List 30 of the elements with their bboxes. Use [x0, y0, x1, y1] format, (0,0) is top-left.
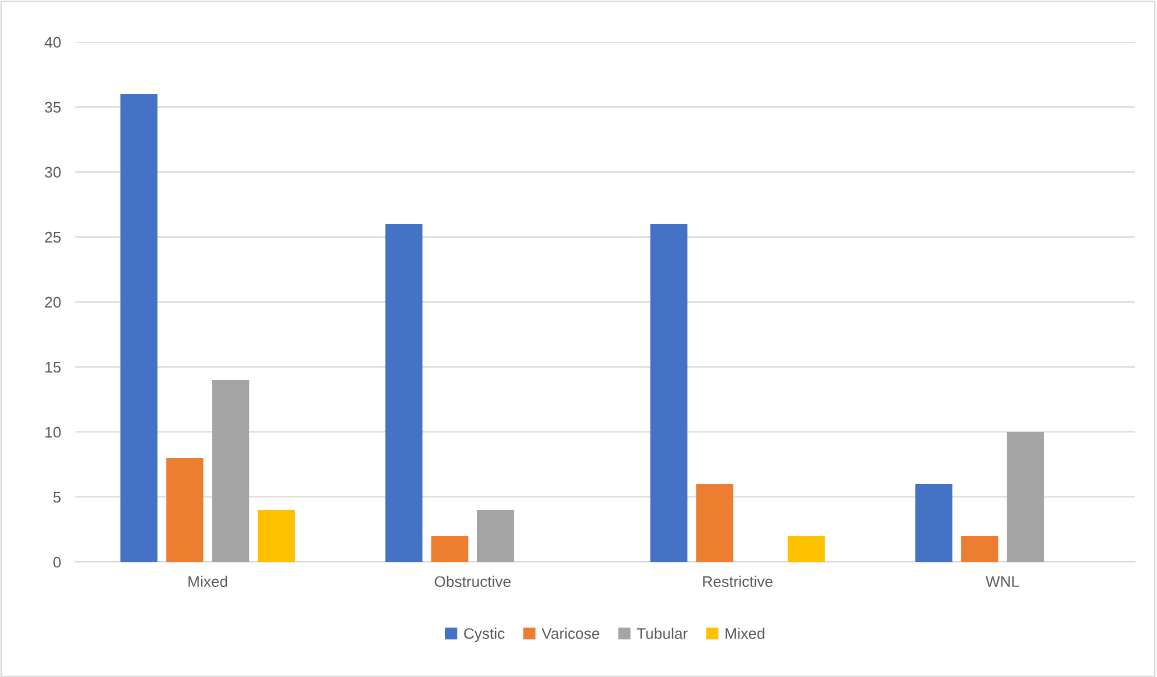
y-tick-label: 15: [45, 361, 61, 373]
legend-label: Varicose: [541, 627, 600, 639]
x-tick-label: WNL: [985, 576, 1020, 587]
bar: [696, 483, 734, 562]
legend-label: Tubular: [636, 627, 688, 639]
x-tick-label: Mixed: [188, 575, 228, 588]
legend-label: Cystic: [464, 627, 505, 642]
legend-label: Mixed: [725, 627, 765, 639]
bar: [166, 457, 204, 562]
bar: [915, 483, 953, 562]
y-tick-label: 5: [53, 491, 61, 503]
bar: [257, 509, 295, 562]
bar: [787, 535, 825, 562]
x-tick-label: Restrictive: [703, 575, 773, 588]
bar: [431, 535, 469, 562]
bar: [212, 379, 250, 562]
y-tick-label: 35: [44, 101, 61, 113]
bar: [477, 509, 515, 562]
y-tick-label: 0: [53, 556, 61, 568]
y-tick-label: 40: [44, 36, 61, 48]
bar: [650, 223, 688, 562]
bar: [120, 93, 158, 562]
bar: [385, 223, 423, 562]
x-tick-label: Obstructive: [434, 575, 511, 588]
y-tick-label: 10: [45, 426, 61, 438]
bar: [1006, 431, 1045, 562]
y-tick-label: 20: [45, 296, 61, 308]
bar: [961, 535, 999, 562]
y-tick-label: 30: [44, 166, 61, 178]
y-tick-label: 25: [45, 231, 61, 243]
